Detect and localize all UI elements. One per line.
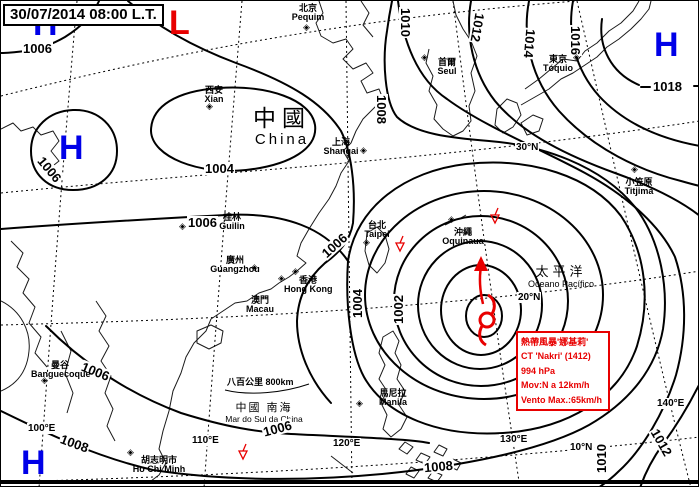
city-marker-icon: ◈: [179, 221, 186, 231]
cyclone-pressure: 994 hPa: [521, 365, 556, 376]
city-marker-icon: ◈: [448, 214, 455, 224]
city-marker-icon: ◈: [41, 375, 48, 385]
city-marker-icon: ◈: [360, 145, 367, 155]
city-label-xian: 西安 Xian: [204, 85, 224, 104]
cyclone-id: CT 'Nakri' (1412): [521, 351, 591, 362]
longitude-label: 120°E: [332, 438, 362, 449]
longitude-label: 100°E: [27, 423, 57, 434]
longitude-label: 110°E: [191, 435, 220, 446]
low-pressure-symbol: L: [169, 4, 190, 42]
high-pressure-symbol: H: [59, 129, 84, 167]
city-label-ho-chi-minh: 胡志明市 Ho Chi Minh: [132, 455, 186, 474]
city-marker-icon: ◈: [573, 52, 580, 62]
city-label-macau: 澳門 Macau: [245, 295, 274, 314]
longitude-label: 130°E: [499, 434, 529, 445]
region-label-south-china-sea: 中國 南海 Mar do Sul da China: [225, 402, 303, 424]
isobar-label: 1018: [652, 79, 683, 94]
isobar-label: 1006: [187, 215, 218, 230]
typhoon-symbol-icon: [478, 293, 496, 347]
cyclone-max-wind: Vento Max.:65km/h: [521, 394, 603, 405]
city-label-banguecoque: 曼谷 Banguecoque: [31, 360, 91, 379]
city-marker-icon: ◈: [127, 447, 134, 457]
city-label-titjima: 小笠原 Titjima: [624, 177, 654, 196]
timestamp-label: 30/07/2014 08:00 L.T.: [3, 4, 164, 26]
city-marker-icon: ◈: [363, 237, 370, 247]
isobar-label: 1014: [520, 27, 539, 60]
cyclone-movement: Mov:N a 12km/h: [521, 380, 590, 391]
map-frame-bottom: [1, 480, 698, 484]
region-label-china: 中國 China: [253, 105, 311, 148]
city-label-seul: 首爾 Seul: [437, 57, 457, 76]
isobar-label: 1002: [390, 294, 406, 325]
city-marker-icon: ◈: [251, 262, 258, 272]
isobar-label: 1008: [373, 94, 389, 125]
city-label-guilin: 桂林 Guilin: [219, 212, 245, 231]
high-pressure-symbol: H: [654, 26, 679, 64]
city-marker-icon: ◈: [303, 22, 310, 32]
scale-bar-line: [224, 383, 310, 394]
city-marker-icon: ◈: [292, 266, 299, 276]
city-marker-icon: ◈: [421, 52, 428, 62]
city-marker-icon: ◈: [278, 273, 285, 283]
isobar-label: 1010: [593, 443, 609, 474]
coastlines: [1, 1, 652, 483]
city-marker-icon: ◈: [631, 164, 638, 174]
longitude-label: 140°E: [656, 398, 686, 409]
city-marker-icon: ◈: [206, 101, 213, 111]
city-label-toquio: 東京 Tóquio: [543, 54, 573, 73]
wind-barb-icons: [237, 207, 501, 461]
latitude-label: 20°N: [517, 292, 542, 303]
high-pressure-symbol: H: [21, 444, 46, 482]
city-label-guangzhou: 廣州 Guangzhou: [210, 255, 260, 274]
isobar-label: 1004: [204, 161, 235, 176]
isobar-label: 1006: [22, 41, 53, 56]
region-label-pacific-ocean: 太平洋 Oceano Pacífico: [527, 264, 595, 290]
city-label-pequim: 北京 Pequim: [291, 3, 325, 22]
isobar-label: 1010: [397, 7, 413, 38]
map-scale-label: 八百公里 800km: [227, 377, 294, 387]
latitude-label: 30°N: [515, 142, 540, 153]
cyclone-info-box: 熱帶風暴'娜基莉' CT 'Nakri' (1412) 994 hPa Mov:…: [516, 331, 610, 412]
cyclone-name-zh: 熱帶風暴'娜基莉': [521, 337, 589, 347]
cyclone-motion-arrow-icon: [474, 256, 488, 305]
city-marker-icon: ◈: [356, 398, 363, 408]
city-label-hong-kong: 香港 Hong Kong: [284, 275, 333, 294]
city-label-shangai: 上海 Shangai: [323, 137, 359, 156]
city-label-oquinaua: 沖繩 Oquinaua: [442, 227, 484, 246]
isobar-label: 1004: [349, 288, 365, 319]
city-label-manila: 馬尼拉 Manila: [378, 388, 407, 407]
latitude-label: 10°N: [569, 442, 594, 453]
city-label-taipei: 台北 Taipei: [364, 220, 390, 239]
isobar-label: 1008: [422, 457, 455, 476]
